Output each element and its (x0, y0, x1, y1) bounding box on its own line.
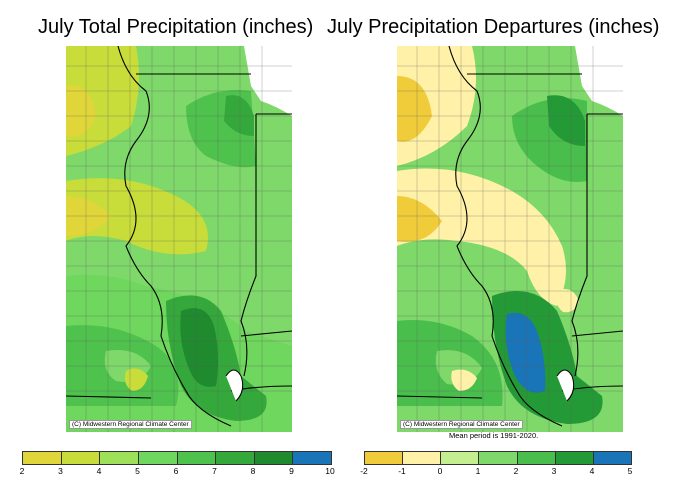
legend-tick-label: 2 (19, 466, 25, 476)
departure-legend (364, 451, 632, 465)
legend-tick-label: 10 (325, 466, 335, 476)
county-lines (397, 46, 623, 432)
contour-northwest-core (66, 85, 96, 137)
legend-tick-label: 6 (173, 466, 179, 476)
legend-tick-label: -1 (398, 466, 406, 476)
legend-tick-label: 1 (475, 466, 481, 476)
contour-east-dry-spot (555, 288, 579, 313)
total-precipitation-map: (C) Midwestern Regional Climate Center (66, 46, 292, 432)
total-precipitation-map-svg (66, 46, 292, 432)
legend-swatch (365, 452, 404, 464)
legend-swatch (23, 452, 62, 464)
legend-tick-label: 3 (551, 466, 557, 476)
county-lines (66, 46, 292, 432)
precipitation-departure-map-svg (397, 46, 623, 432)
legend-swatch (216, 452, 255, 464)
contour-southwest-dry-spot (451, 369, 477, 391)
legend-tick-label: 4 (589, 466, 595, 476)
legend-swatch (293, 452, 331, 464)
total-precipitation-legend (22, 451, 332, 465)
legend-swatch (593, 452, 631, 464)
legend-tick-label: 7 (212, 466, 217, 476)
legend-swatch (100, 452, 139, 464)
legend-tick-label: 0 (437, 466, 443, 476)
contour-southwest-dry-spot (124, 368, 148, 391)
legend-swatch (403, 452, 442, 464)
map-credit: (C) Midwestern Regional Climate Center (400, 420, 523, 429)
map-credit: (C) Midwestern Regional Climate Center (69, 420, 192, 429)
legend-swatch (555, 452, 594, 464)
state-borders (397, 46, 623, 427)
legend-swatch (254, 452, 294, 464)
right-map-title: July Precipitation Departures (inches) (327, 16, 660, 38)
contour-northeast-core (547, 95, 585, 146)
legend-tick-label: -2 (360, 466, 368, 476)
contour-southern-illinois-core (505, 312, 546, 393)
contour-northwest-core (397, 76, 432, 142)
contour-northeast-core (224, 95, 254, 136)
contour-west-central-core (397, 196, 442, 242)
contour-southern-illinois-core (180, 308, 219, 387)
departure-legend-ticks: -2 -1 0 1 2 3 4 5 (360, 466, 633, 478)
ohio-river (225, 369, 244, 402)
legend-tick-label: 5 (135, 466, 140, 476)
ohio-river (556, 369, 575, 402)
legend-tick-label: 5 (627, 466, 633, 476)
legend-tick-label: 2 (513, 466, 519, 476)
left-map-title: July Total Precipitation (inches) (38, 16, 314, 38)
legend-swatch (479, 452, 518, 464)
total-precipitation-legend-ticks: 2 3 4 5 6 7 8 9 10 (19, 466, 335, 478)
precipitation-departure-map: (C) Midwestern Regional Climate Center (397, 46, 623, 432)
lake-michigan (575, 46, 623, 116)
state-borders (66, 46, 292, 427)
legend-swatch (177, 452, 217, 464)
legend-swatch (61, 452, 101, 464)
legend-tick-label: 4 (96, 466, 102, 476)
lake-michigan (244, 46, 292, 116)
legend-tick-label: 8 (250, 466, 256, 476)
legend-tick-label: 9 (289, 466, 294, 476)
legend-swatch (138, 452, 178, 464)
contour-central-band (397, 168, 566, 306)
legend-swatch (517, 452, 556, 464)
legend-swatch (441, 452, 480, 464)
contour-west-central (66, 178, 208, 255)
legend-tick-label: 3 (58, 466, 63, 476)
mean-period-note: Mean period is 1991-2020. (449, 431, 539, 440)
